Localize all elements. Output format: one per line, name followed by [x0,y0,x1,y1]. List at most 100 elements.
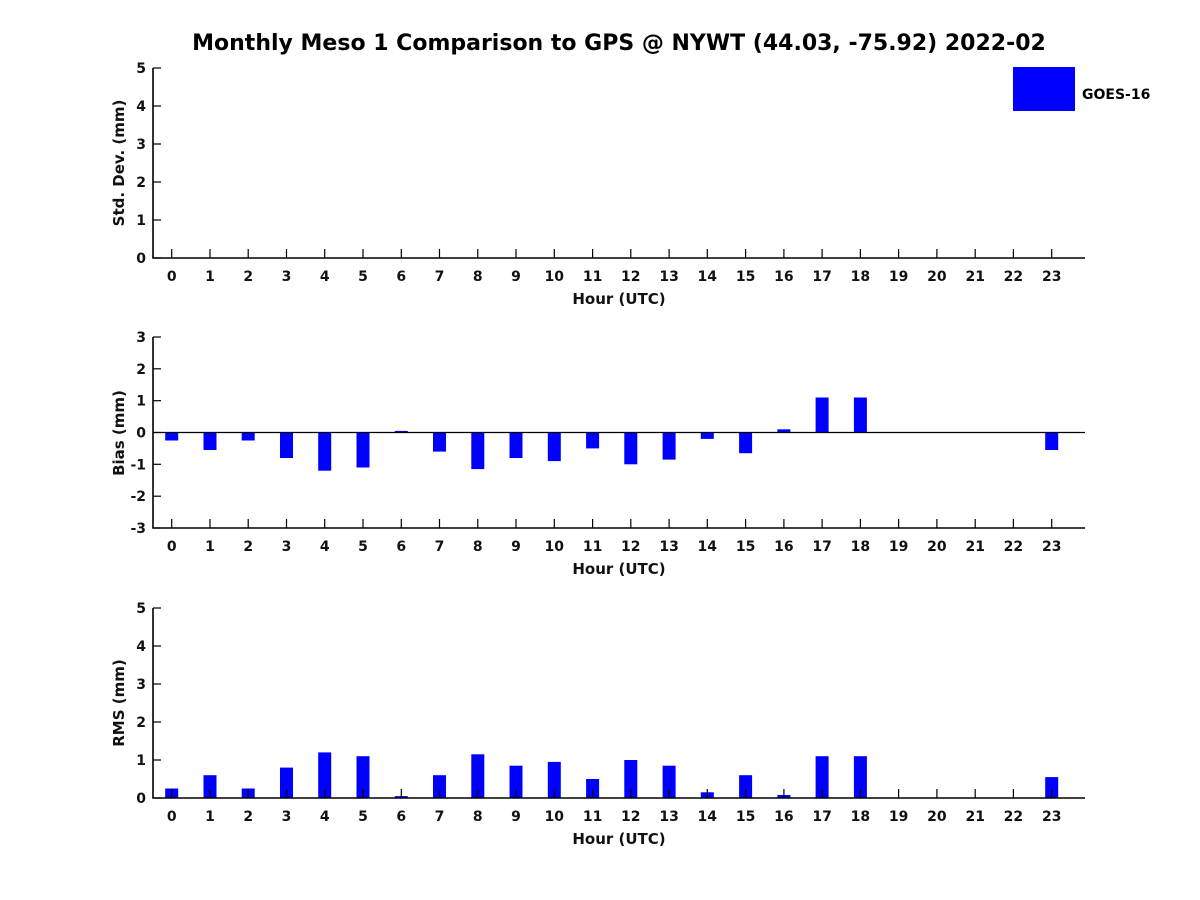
x-tick-label: 1 [205,539,215,555]
bar-hour-13 [662,765,676,798]
x-tick-label: 4 [320,809,330,825]
y-tick-label: 5 [136,61,146,77]
bar-hour-17 [815,756,829,798]
x-tick-label: 22 [1004,269,1023,285]
x-tick-label: 20 [927,539,947,555]
y-tick-label: 3 [136,677,146,693]
x-tick-label: 22 [1004,539,1023,555]
bar-hour-3 [280,767,293,798]
x-axis-label-subplot-2: Hour (UTC) [572,830,666,848]
x-tick-label: 13 [659,269,678,285]
x-tick-label: 11 [583,809,602,825]
x-tick-label: 12 [621,809,640,825]
bar-hour-8 [471,754,485,798]
x-tick-label: 17 [812,539,831,555]
x-tick-label: 15 [736,809,755,825]
x-tick-label: 5 [358,269,368,285]
x-tick-label: 1 [205,809,215,825]
x-tick-label: 10 [545,539,565,555]
x-tick-label: 18 [851,269,870,285]
x-tick-label: 21 [965,809,984,825]
bar-hour-9 [509,765,523,798]
bar-hour-1 [203,775,217,798]
y-tick-label: 5 [136,601,146,617]
x-tick-label: 15 [736,539,755,555]
x-tick-label: 3 [282,539,292,555]
x-tick-label: 14 [698,809,718,825]
bar-hour-4 [318,752,332,798]
x-tick-label: 11 [583,269,602,285]
y-axis-label-rms: RMS (mm) [110,659,128,747]
bar-hour-5 [356,756,370,798]
y-tick-label: 4 [136,99,146,115]
x-tick-label: 18 [851,809,870,825]
bar-hour-10 [547,432,561,462]
bar-hour-7 [433,775,446,798]
x-tick-label: 6 [396,539,406,555]
legend-label: GOES-16 [1082,87,1151,103]
x-tick-label: 6 [396,269,406,285]
bar-hour-17 [815,397,829,433]
x-axis-label-subplot-0: Hour (UTC) [572,290,666,308]
bar-hour-10 [547,761,561,798]
x-tick-label: 17 [812,269,831,285]
x-tick-label: 8 [473,809,483,825]
x-tick-label: 20 [927,809,947,825]
y-tick-label: 4 [136,639,146,655]
x-tick-label: 16 [774,269,793,285]
y-tick-label: -3 [130,521,146,537]
y-tick-label: -2 [130,489,146,505]
bar-hour-15 [739,775,753,798]
y-tick-label: -1 [130,457,146,473]
x-tick-label: 8 [473,539,483,555]
bar-hour-8 [471,432,485,470]
x-tick-label: 14 [698,539,718,555]
x-tick-label: 14 [698,269,718,285]
bar-hour-1 [203,432,217,450]
y-tick-label: 0 [136,251,146,267]
x-tick-label: 0 [167,809,177,825]
x-tick-label: 2 [243,539,253,555]
bar-hour-18 [853,756,867,798]
x-tick-label: 1 [205,269,215,285]
x-axis-label-subplot-1: Hour (UTC) [572,560,666,578]
x-tick-label: 10 [545,809,565,825]
bar-hour-14 [700,432,714,439]
x-tick-label: 0 [167,269,177,285]
legend-swatch [1013,67,1075,111]
x-tick-label: 18 [851,539,870,555]
x-tick-label: 9 [511,269,521,285]
x-tick-label: 12 [621,539,640,555]
x-tick-label: 9 [511,539,521,555]
bar-hour-2 [241,432,255,441]
x-tick-label: 8 [473,269,483,285]
bar-hour-18 [853,397,867,433]
y-tick-label: 3 [136,330,146,346]
y-tick-label: 1 [136,394,146,410]
x-tick-label: 11 [583,539,602,555]
x-tick-label: 19 [889,539,908,555]
y-tick-label: 1 [136,213,146,229]
x-tick-label: 22 [1004,809,1023,825]
x-tick-label: 3 [282,269,292,285]
x-tick-label: 2 [243,809,253,825]
bar-hour-15 [739,432,753,454]
x-tick-label: 0 [167,539,177,555]
bar-hour-11 [586,779,600,798]
x-tick-label: 10 [545,269,565,285]
x-tick-label: 4 [320,269,330,285]
bar-hour-5 [356,432,370,468]
bar-hour-9 [509,432,523,458]
y-axis-label-std-dev: Std. Dev. (mm) [110,99,128,227]
bar-hour-23 [1045,432,1059,450]
x-tick-label: 23 [1042,539,1061,555]
x-tick-label: 9 [511,809,521,825]
x-tick-label: 2 [243,269,253,285]
x-tick-label: 6 [396,809,406,825]
x-tick-label: 5 [358,809,368,825]
